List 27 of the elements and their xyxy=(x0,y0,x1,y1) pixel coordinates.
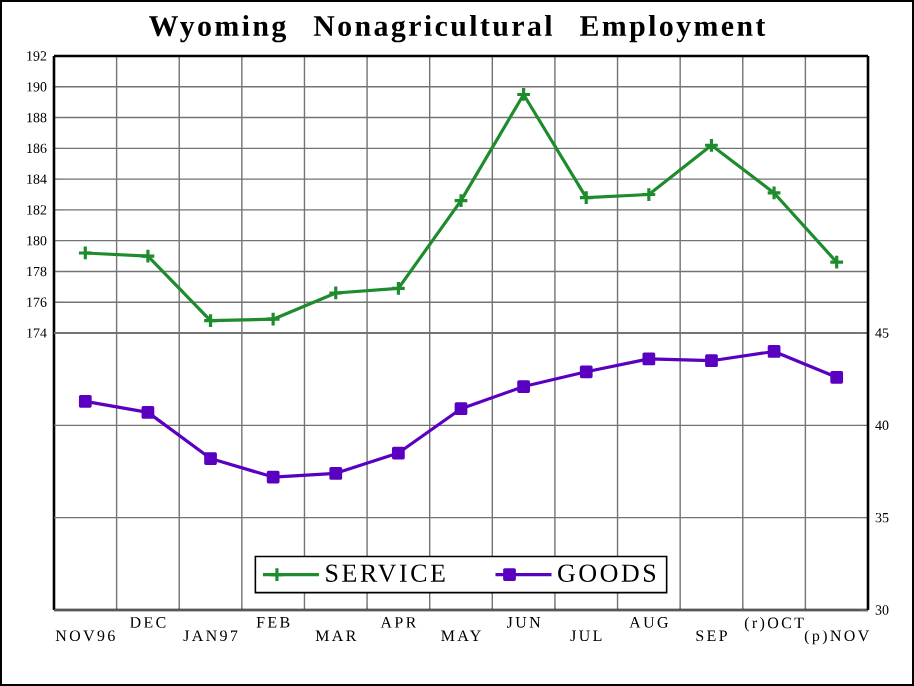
point xyxy=(265,311,282,328)
point xyxy=(517,380,530,393)
point xyxy=(202,312,219,329)
point xyxy=(579,365,593,379)
point xyxy=(204,452,217,465)
point xyxy=(830,370,844,384)
point xyxy=(327,285,344,301)
point xyxy=(705,354,718,368)
point xyxy=(515,86,532,103)
point xyxy=(703,137,720,154)
point xyxy=(390,280,407,297)
point xyxy=(766,184,783,201)
legend-label: SERVICE xyxy=(326,564,445,583)
point xyxy=(141,406,155,419)
point xyxy=(392,446,405,460)
point xyxy=(266,470,280,484)
point xyxy=(139,248,156,265)
point xyxy=(78,394,92,408)
point xyxy=(454,402,468,416)
point xyxy=(767,345,781,358)
point xyxy=(329,466,343,480)
point xyxy=(640,186,657,203)
point xyxy=(642,352,656,366)
chart-title: Wyoming Nonagricultural Employment xyxy=(149,15,766,43)
legend-label: GOODS xyxy=(558,564,656,582)
point xyxy=(453,192,469,209)
point xyxy=(578,189,595,206)
